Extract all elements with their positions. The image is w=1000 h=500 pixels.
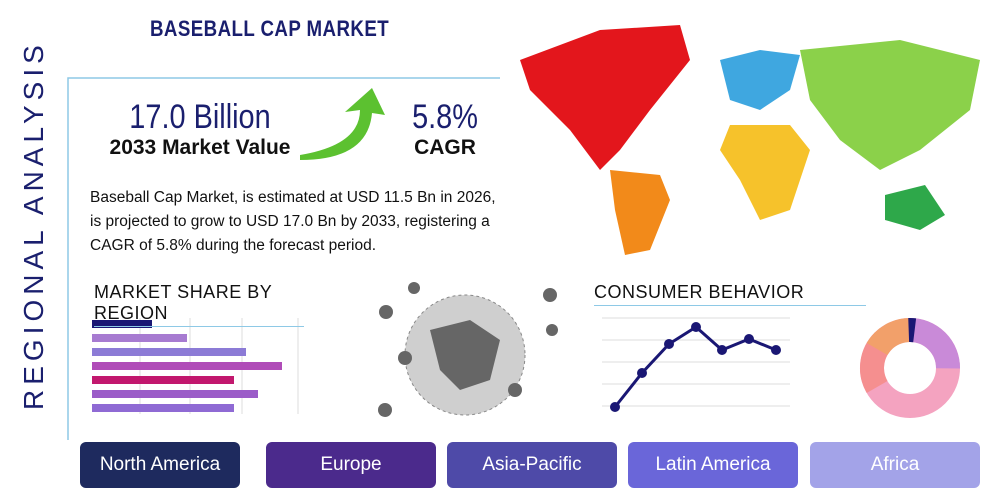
title: BASEBALL CAP MARKET [150, 16, 390, 41]
region-button[interactable]: Latin America [628, 442, 798, 488]
description: Baseball Cap Market, is estimated at USD… [90, 189, 496, 254]
stat-value: 5.8% [412, 98, 478, 136]
region-button[interactable]: Africa [810, 442, 980, 488]
region-button[interactable]: North America [80, 442, 240, 488]
side-label: REGIONAL ANALYSIS [18, 40, 49, 410]
section-title: CONSUMER BEHAVIOR [594, 282, 866, 306]
stat-value: 17.0 Billion [129, 98, 271, 136]
region-button[interactable]: Europe [266, 442, 436, 488]
region-button[interactable]: Asia-Pacific [447, 442, 617, 488]
stat-label: 2033 Market Value [109, 136, 291, 159]
stat-label: CAGR [414, 136, 476, 159]
section-title: MARKET SHARE BY REGION [94, 282, 304, 327]
